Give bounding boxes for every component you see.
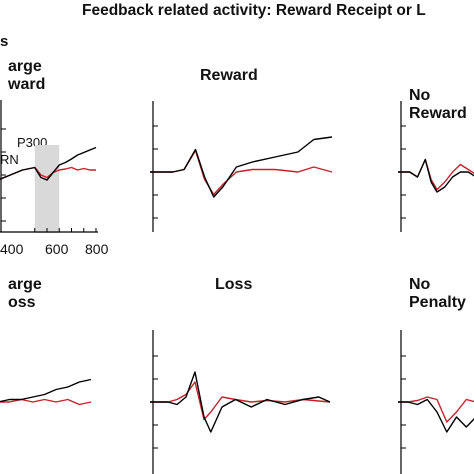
frn-label: RN [0,152,19,167]
series-line-black [150,136,333,198]
panel-1-title-line-2: ward [8,76,46,94]
series-line-red [150,381,331,421]
x-tick-label: 600 [45,241,69,257]
x-tick-label: 400 [0,241,24,257]
series-line-red [398,158,474,191]
panel-5-title: Loss [215,276,252,294]
x-tick-label: 800 [85,241,109,257]
panel-6-title: No Penalty [409,276,466,313]
panel-4-title-line-2: oss [8,294,36,312]
panel-3-title: No Reward [409,87,467,124]
series-line-red [398,396,474,423]
panel-3-title-line-2: Reward [409,105,467,123]
panel-2-title: Reward [200,67,258,85]
series-line-black [398,398,474,433]
panel-4-title: arge oss [8,276,42,313]
analysis-window-shade [34,145,60,233]
panel-6-title-line-1: No [409,276,431,293]
panel-1-title: arge ward [8,58,45,95]
series-line-black [0,146,97,181]
panel-2-title-line-1: Reward [200,67,258,84]
series-line-red [0,398,92,406]
panel-6-title-line-2: Penalty [409,294,466,312]
panel-letter: s [0,33,9,50]
panel-1-title-line-1: arge [8,58,42,75]
series-line-black [150,371,331,433]
figure-title: Feedback related activity: Reward Receip… [82,2,426,19]
panel-3-title-line-1: No [409,87,431,104]
series-line-black [398,158,474,193]
panel-4-title-line-1: arge [8,276,42,293]
series-line-red [150,149,333,196]
series-line-black [0,378,92,403]
panel-5-title-line-1: Loss [215,276,253,293]
